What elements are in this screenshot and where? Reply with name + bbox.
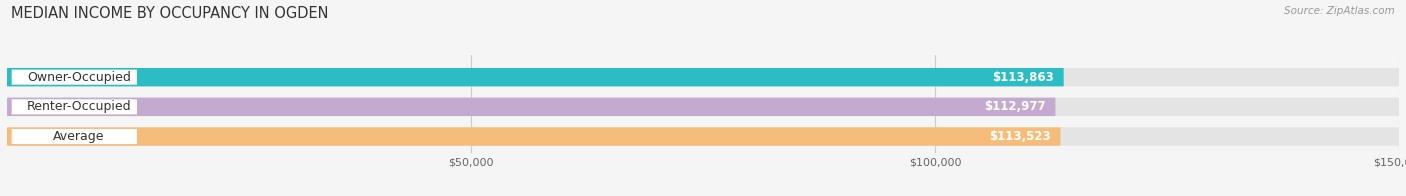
Text: Average: Average xyxy=(53,130,104,143)
Text: $113,523: $113,523 xyxy=(990,130,1052,143)
Text: Renter-Occupied: Renter-Occupied xyxy=(27,100,131,113)
FancyBboxPatch shape xyxy=(7,98,1056,116)
Text: Source: ZipAtlas.com: Source: ZipAtlas.com xyxy=(1284,6,1395,16)
FancyBboxPatch shape xyxy=(11,99,136,114)
FancyBboxPatch shape xyxy=(7,127,1399,146)
FancyBboxPatch shape xyxy=(7,68,1063,86)
FancyBboxPatch shape xyxy=(7,127,1060,146)
Text: $112,977: $112,977 xyxy=(984,100,1046,113)
Text: $113,863: $113,863 xyxy=(993,71,1054,84)
FancyBboxPatch shape xyxy=(11,70,136,85)
Text: Owner-Occupied: Owner-Occupied xyxy=(27,71,131,84)
FancyBboxPatch shape xyxy=(7,98,1399,116)
Text: MEDIAN INCOME BY OCCUPANCY IN OGDEN: MEDIAN INCOME BY OCCUPANCY IN OGDEN xyxy=(11,6,329,21)
FancyBboxPatch shape xyxy=(11,129,136,144)
FancyBboxPatch shape xyxy=(7,68,1399,86)
